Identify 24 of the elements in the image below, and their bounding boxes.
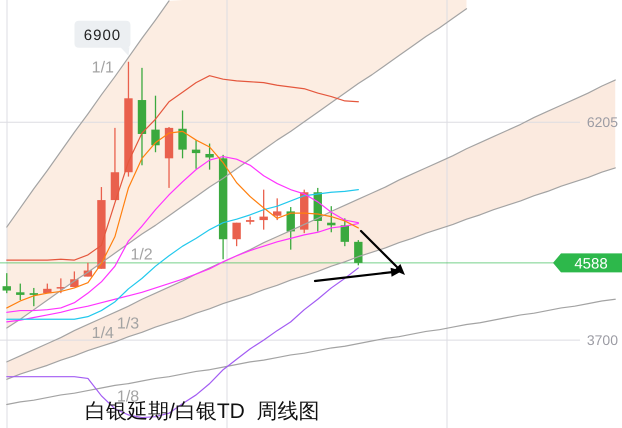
candlestick bbox=[273, 198, 282, 221]
series-label: 1/4 bbox=[92, 324, 114, 342]
annotation: 6900 bbox=[84, 26, 122, 44]
line-series bbox=[6, 0, 170, 228]
candlestick bbox=[286, 206, 295, 250]
y-tick-label: 3700 bbox=[586, 332, 618, 348]
candlestick bbox=[192, 139, 200, 170]
candlestick bbox=[30, 287, 38, 307]
candlestick bbox=[327, 206, 336, 233]
candlestick bbox=[178, 110, 187, 159]
series-label: 1/1 bbox=[92, 60, 114, 77]
series-label: 1/3 bbox=[116, 315, 140, 332]
candlestick bbox=[16, 282, 24, 301]
y-tick-label: 6205 bbox=[586, 114, 618, 130]
candlestick bbox=[259, 188, 268, 230]
series-label: 1/2 bbox=[130, 246, 153, 264]
line-series bbox=[6, 75, 359, 261]
candlestick bbox=[2, 272, 11, 294]
candlestick bbox=[354, 239, 363, 266]
candlestick bbox=[340, 218, 349, 247]
ref-line-label: 4588 bbox=[574, 255, 608, 272]
candlestick bbox=[232, 222, 241, 247]
candlestick bbox=[151, 95, 160, 153]
candlestick bbox=[205, 142, 214, 170]
